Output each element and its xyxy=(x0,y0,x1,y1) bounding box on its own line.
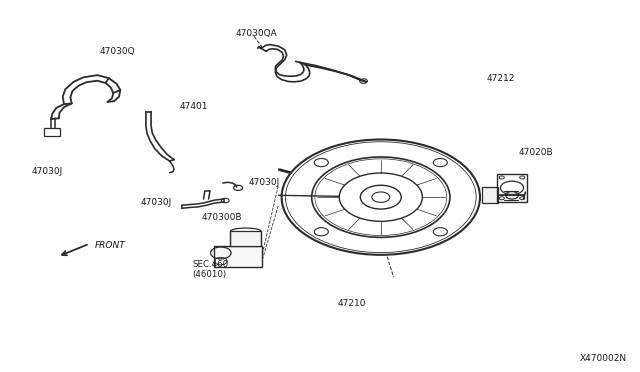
Text: 47030QA: 47030QA xyxy=(236,29,277,38)
Text: 47030J: 47030J xyxy=(248,178,280,187)
Text: 47030J: 47030J xyxy=(32,167,63,176)
Bar xyxy=(44,128,60,136)
Text: 47212: 47212 xyxy=(486,74,515,83)
Bar xyxy=(482,187,498,203)
Text: SEC.460: SEC.460 xyxy=(192,260,228,269)
Text: 47020B: 47020B xyxy=(518,148,553,157)
Text: FRONT: FRONT xyxy=(95,241,125,250)
Text: 47210: 47210 xyxy=(338,299,366,308)
Text: (46010): (46010) xyxy=(192,270,226,279)
Text: 47030J: 47030J xyxy=(141,198,172,207)
Text: 47030Q: 47030Q xyxy=(99,47,135,56)
Bar xyxy=(214,246,262,267)
Bar xyxy=(230,231,261,246)
Text: 47401: 47401 xyxy=(179,102,208,110)
Text: X470002N: X470002N xyxy=(580,354,627,363)
Text: 470300B: 470300B xyxy=(202,213,242,222)
Bar xyxy=(497,174,527,202)
